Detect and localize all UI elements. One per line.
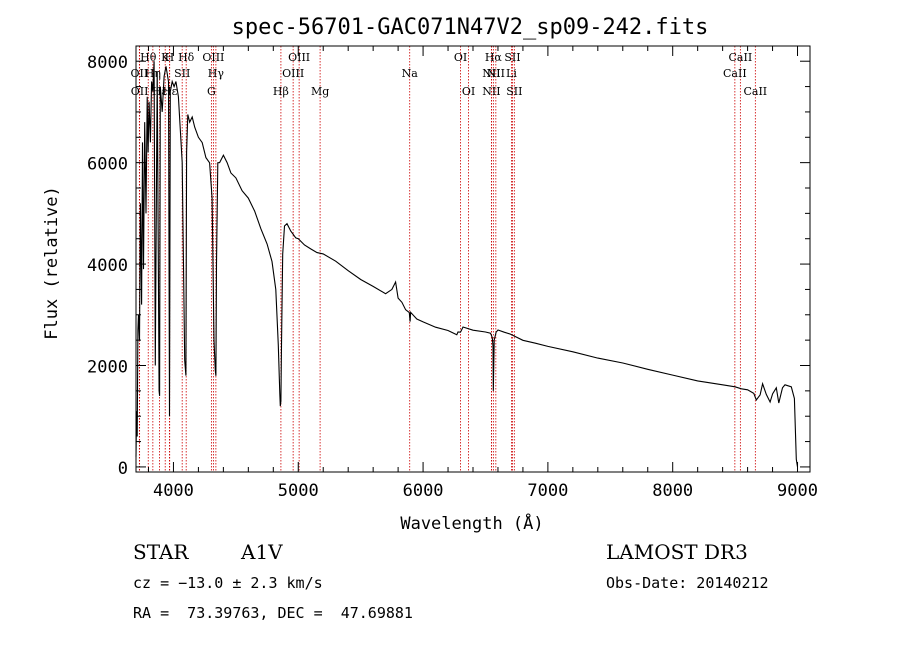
line-marker-label-24: Li bbox=[506, 67, 517, 80]
x-tick-label-4000: 4000 bbox=[153, 481, 194, 501]
redshift-cz: cz = −13.0 ± 2.3 km/s bbox=[133, 574, 323, 592]
line-marker-label-10: OIII bbox=[202, 51, 224, 64]
line-marker-label-16: Mg bbox=[311, 85, 329, 98]
line-marker-label-12: G bbox=[207, 85, 216, 98]
line-marker-label-25: SII bbox=[504, 51, 520, 64]
x-tick-label-7000: 7000 bbox=[527, 481, 568, 501]
y-tick-label-8000: 8000 bbox=[87, 53, 128, 73]
line-marker-label-22: Hα bbox=[485, 51, 503, 64]
line-marker-label-8: SII bbox=[174, 67, 190, 80]
line-marker-label-29: CaII bbox=[743, 85, 767, 98]
line-marker-label-6: K bbox=[161, 51, 170, 64]
line-marker-label-9: Hδ bbox=[178, 51, 195, 64]
object-subclass: A1V bbox=[241, 540, 283, 564]
line-marker-label-15: OIII bbox=[288, 51, 310, 64]
line-marker-label-11: Hγ bbox=[208, 67, 225, 80]
survey-name: LAMOST DR3 bbox=[606, 540, 748, 564]
y-tick-label-2000: 2000 bbox=[87, 358, 128, 378]
x-tick-label-9000: 9000 bbox=[777, 481, 818, 501]
line-marker-label-19: OI bbox=[462, 85, 475, 98]
line-marker-label-28: CaII bbox=[729, 51, 753, 64]
y-tick-label-4000: 4000 bbox=[87, 256, 128, 276]
line-marker-label-0: OII bbox=[131, 67, 149, 80]
y-tick-label-6000: 6000 bbox=[87, 155, 128, 175]
line-marker-label-14: OIII bbox=[282, 67, 304, 80]
x-axis-label: Wavelength (Å) bbox=[400, 512, 543, 534]
line-marker-label-1: OII bbox=[131, 85, 149, 98]
chart-title: spec-56701-GAC071N47V2_sp09-242.fits bbox=[232, 15, 709, 40]
line-marker-label-13: Hβ bbox=[273, 85, 289, 98]
line-marker-label-27: CaII bbox=[723, 67, 747, 80]
line-markers bbox=[138, 46, 756, 472]
line-marker-label-18: OI bbox=[454, 51, 467, 64]
coordinates: RA = 73.39763, DEC = 47.69881 bbox=[133, 604, 413, 622]
y-axis-label: Flux (relative) bbox=[42, 186, 62, 340]
line-marker-label-26: SII bbox=[506, 85, 522, 98]
line-marker-label-23: NII bbox=[487, 67, 505, 80]
line-marker-label-17: Na bbox=[402, 67, 419, 80]
y-tick-label-0: 0 bbox=[118, 459, 128, 479]
observation-date: Obs-Date: 20140212 bbox=[606, 574, 769, 592]
x-tick-label-5000: 5000 bbox=[278, 481, 319, 501]
x-tick-label-8000: 8000 bbox=[652, 481, 693, 501]
axis-ticks bbox=[136, 46, 810, 472]
line-marker-label-21: NII bbox=[482, 85, 500, 98]
plot-frame bbox=[135, 45, 811, 473]
line-marker-label-20: NII bbox=[482, 67, 500, 80]
axis-tick-labels: 4000 5000 6000 7000 8000 9000 0 2000 4000 6000 800… bbox=[87, 53, 818, 501]
line-marker-label-7: H bbox=[165, 51, 175, 64]
x-tick-label-6000: 6000 bbox=[403, 481, 444, 501]
object-class: STAR bbox=[133, 540, 189, 564]
flux-series-line bbox=[135, 61, 799, 467]
